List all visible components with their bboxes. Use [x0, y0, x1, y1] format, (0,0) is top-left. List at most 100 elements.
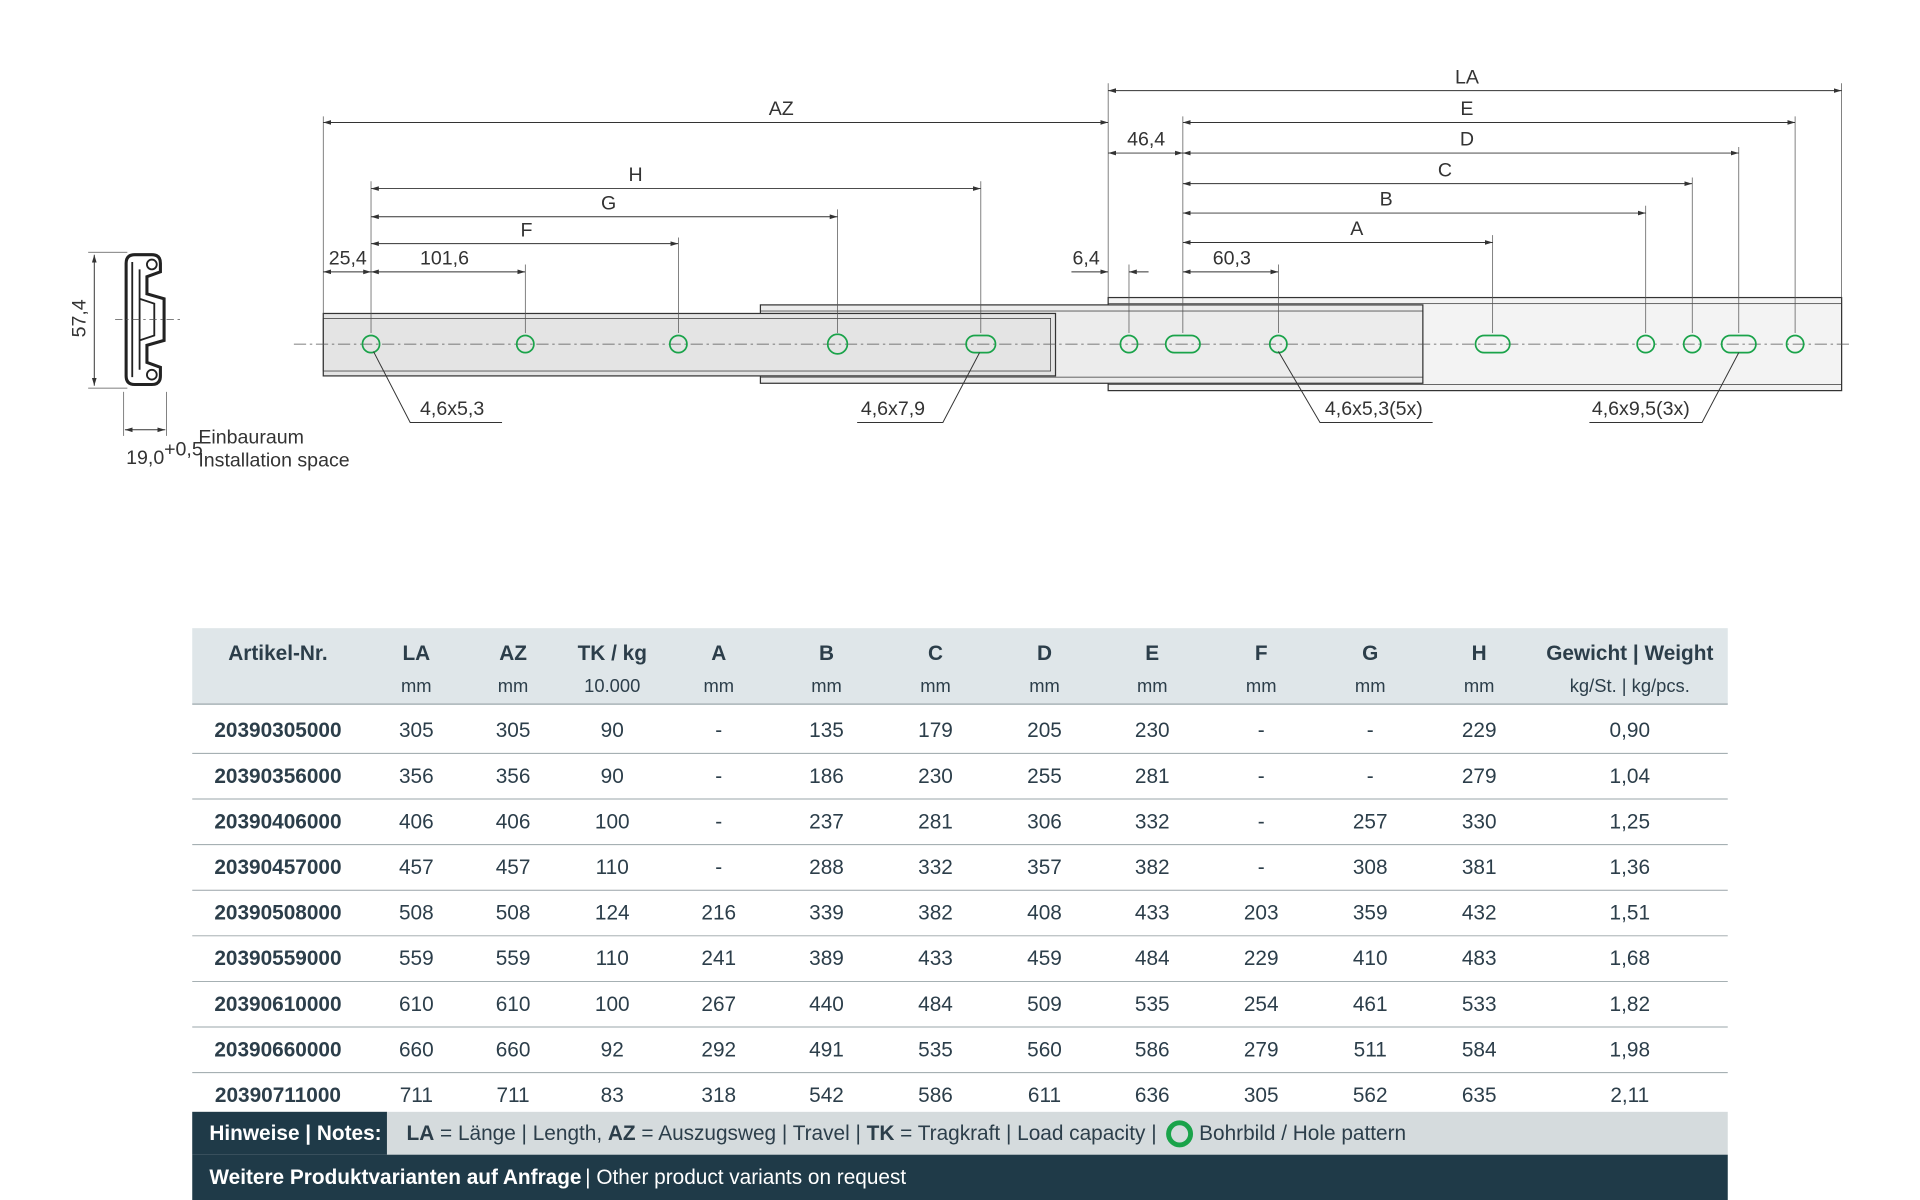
notes-text: LA = Länge | Length, AZ = Auszugsweg | T…: [407, 1122, 1163, 1145]
table-cell: 410: [1353, 947, 1388, 970]
table-cell: 584: [1462, 1038, 1497, 1061]
callout: 4,6x5,3: [420, 398, 484, 420]
table-cell: -: [1258, 719, 1265, 742]
column-header: Artikel-Nr.: [228, 642, 327, 665]
table-cell: 306: [1027, 810, 1062, 833]
dimension-label: 101,6: [420, 247, 469, 269]
column-header: TK / kg: [578, 642, 647, 665]
hole: [1682, 334, 1702, 354]
column-unit: mm: [498, 675, 529, 696]
article-number: 20390711000: [215, 1084, 341, 1107]
table-cell: 535: [918, 1038, 953, 1061]
column-header: F: [1255, 642, 1268, 665]
column-header: LA: [402, 642, 430, 665]
table-cell: -: [1258, 765, 1265, 788]
column-unit: mm: [920, 675, 951, 696]
table-cell: 267: [701, 993, 736, 1016]
notes-segment: AZ: [608, 1122, 636, 1145]
table-cell: 1,51: [1610, 902, 1650, 925]
table-cell: 90: [601, 719, 624, 742]
table-cell: 288: [809, 856, 844, 879]
dimension-label: 25,4: [329, 247, 367, 269]
table-cell: 339: [809, 902, 844, 925]
footer: Weitere Produktvarianten auf Anfrage | Ot…: [192, 1154, 1728, 1200]
table-cell: 457: [399, 856, 434, 879]
slot: [965, 334, 997, 354]
table-cell: 535: [1135, 993, 1170, 1016]
slide-drawing: LA EDC BA AZ 46,4 HG F 25,4 101,6 60,3 6,4 4,6x5,3…: [69, 66, 1852, 472]
column-unit: kg/St. | kg/pcs.: [1570, 675, 1690, 696]
article-number: 20390457000: [214, 856, 341, 879]
table-cell: 382: [918, 902, 953, 925]
dimension-label: 6,4: [1073, 247, 1100, 269]
table-cell: 509: [1027, 993, 1062, 1016]
notes-segment: LA: [407, 1122, 435, 1145]
table-cell: -: [715, 765, 722, 788]
table-cell: 100: [595, 810, 630, 833]
table-cell: 356: [399, 765, 434, 788]
footer-text: Weitere Produktvarianten auf Anfrage | Ot…: [209, 1166, 906, 1189]
table-cell: 135: [809, 719, 844, 742]
table-cell: 229: [1244, 947, 1279, 970]
column-header: AZ: [499, 642, 527, 665]
table-cell: 90: [601, 765, 624, 788]
article-number: 20390305000: [214, 719, 341, 742]
table-cell: 406: [399, 810, 434, 833]
table-cell: 1,04: [1610, 765, 1650, 788]
dimension-label: E: [1460, 98, 1473, 120]
table-header-bg: [192, 628, 1728, 705]
table-cell: 406: [496, 810, 531, 833]
callout: 4,6x7,9: [861, 398, 925, 420]
table-cell: 660: [496, 1038, 531, 1061]
callout-line: [1589, 352, 1740, 423]
table-cell: 110: [596, 856, 629, 879]
table-cell: 483: [1462, 947, 1497, 970]
table-cell: 2,11: [1610, 1084, 1649, 1107]
table-cell: 305: [399, 719, 434, 742]
table-cell: -: [1367, 765, 1374, 788]
callout: 4,6x5,3(5x): [1325, 398, 1423, 420]
table-cell: 332: [918, 856, 953, 879]
table-cell: 511: [1354, 1038, 1387, 1061]
slot: [1474, 334, 1511, 354]
table-cell: 1,25: [1610, 810, 1650, 833]
callout: 4,6x9,5(3x): [1592, 398, 1690, 420]
table-cell: 330: [1462, 810, 1497, 833]
table-cell: 508: [496, 902, 531, 925]
table-cell: 459: [1027, 947, 1062, 970]
table-cell: 279: [1244, 1038, 1279, 1061]
table-cell: 562: [1353, 1084, 1388, 1107]
table-cell: 711: [400, 1084, 433, 1107]
column-header: G: [1362, 642, 1378, 665]
profile-label: Installation space: [198, 450, 349, 472]
extension-lines: [322, 83, 1842, 334]
article-number: 20390610000: [214, 993, 341, 1016]
dimension-label: G: [601, 192, 616, 214]
table-cell: 432: [1462, 902, 1497, 925]
notes-segment: = Tragkraft | Load capacity |: [894, 1122, 1162, 1145]
profile-tolerance: +0,5: [164, 439, 203, 461]
footer-bold: Weitere Produktvarianten auf Anfrage: [209, 1166, 581, 1189]
dimension-label: LA: [1455, 66, 1480, 88]
dimension-label: AZ: [769, 98, 794, 120]
table-cell: -: [715, 810, 722, 833]
column-unit: mm: [1355, 675, 1386, 696]
notes-bg: [192, 1111, 1728, 1155]
profile-height: 57,4: [69, 299, 91, 337]
table-cell: 560: [1027, 1038, 1062, 1061]
table-cell: 124: [595, 902, 630, 925]
table-cell: 433: [918, 947, 953, 970]
table-cell: -: [715, 856, 722, 879]
dimension-label: F: [521, 219, 533, 241]
profile-width: 19,0: [126, 447, 164, 469]
table-cell: 332: [1135, 810, 1170, 833]
table-cell: 100: [595, 993, 630, 1016]
dimension-label: 60,3: [1213, 247, 1251, 269]
notes-title-bg: [192, 1111, 387, 1155]
table-cell: 1,36: [1610, 856, 1650, 879]
table-cell: 381: [1462, 856, 1497, 879]
table-cell: 357: [1027, 856, 1062, 879]
table-cell: -: [1258, 810, 1265, 833]
table-cell: -: [715, 719, 722, 742]
table-cell: 586: [918, 1084, 953, 1107]
